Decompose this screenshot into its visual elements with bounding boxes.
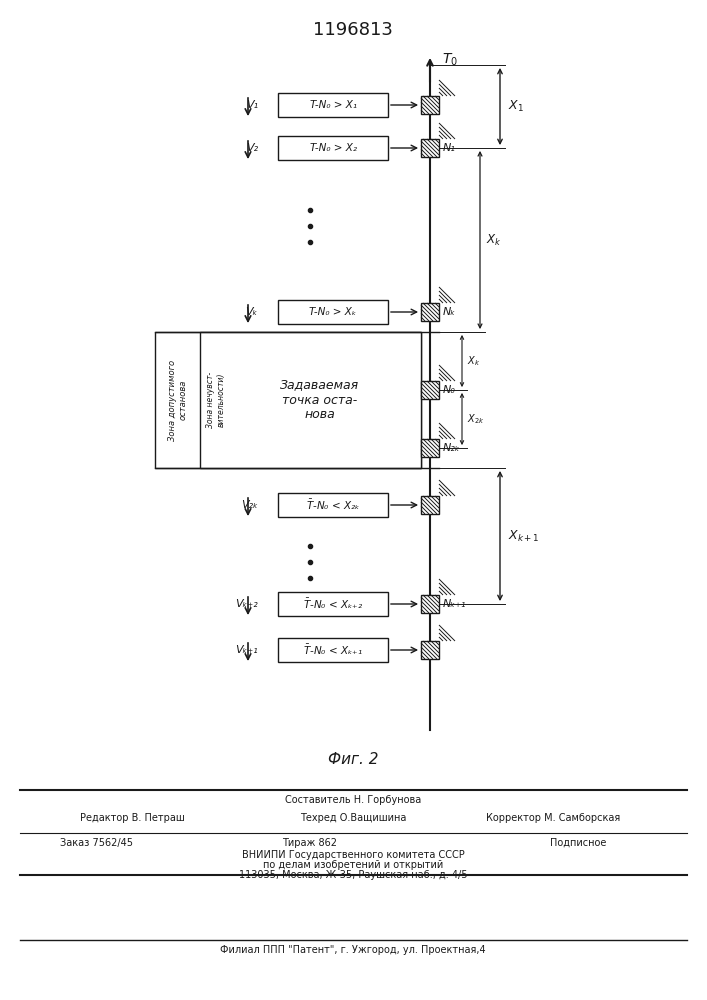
Text: по делам изобретений и открытий: по делам изобретений и открытий bbox=[263, 860, 443, 870]
Bar bbox=[421, 96, 439, 114]
Text: ВНИИПИ Государственного комитета СССР: ВНИИПИ Государственного комитета СССР bbox=[242, 850, 464, 860]
Bar bbox=[278, 493, 388, 517]
Text: Vₖ: Vₖ bbox=[245, 307, 258, 317]
Text: T-N₀ > Xₖ: T-N₀ > Xₖ bbox=[310, 307, 356, 317]
Bar bbox=[155, 332, 421, 468]
Text: Зона нечувст-
вительности): Зона нечувст- вительности) bbox=[206, 372, 226, 428]
Text: Зона допустимого
останова: Зона допустимого останова bbox=[168, 359, 187, 441]
Bar bbox=[421, 641, 439, 659]
Text: Vₖ₊₁: Vₖ₊₁ bbox=[235, 645, 258, 655]
Text: T-N₀ > X₁: T-N₀ > X₁ bbox=[310, 100, 356, 110]
Text: $\bar{T}$-N₀ < Xₖ₊₂: $\bar{T}$-N₀ < Xₖ₊₂ bbox=[303, 597, 363, 611]
Text: Nₖ₊₁: Nₖ₊₁ bbox=[443, 599, 467, 609]
Text: Техред О.Ващишина: Техред О.Ващишина bbox=[300, 813, 407, 823]
Text: Филиал ППП "Патент", г. Ужгород, ул. Проектная,4: Филиал ППП "Патент", г. Ужгород, ул. Про… bbox=[220, 945, 486, 955]
Bar bbox=[421, 496, 439, 514]
Text: $\bar{T}$-N₀ < X₂ₖ: $\bar{T}$-N₀ < X₂ₖ bbox=[306, 498, 360, 512]
Text: 1196813: 1196813 bbox=[313, 21, 393, 39]
Bar bbox=[421, 439, 439, 457]
Bar bbox=[421, 381, 439, 399]
Text: Подписное: Подписное bbox=[550, 838, 607, 848]
Bar bbox=[421, 96, 439, 114]
Text: $X_1$: $X_1$ bbox=[508, 99, 524, 114]
Text: Тираж 862: Тираж 862 bbox=[283, 838, 337, 848]
Text: Задаваемая
точка оста-
нова: Задаваемая точка оста- нова bbox=[281, 378, 360, 422]
Bar bbox=[421, 439, 439, 457]
Bar bbox=[278, 300, 388, 324]
Bar bbox=[278, 136, 388, 160]
Text: V₂ₖ: V₂ₖ bbox=[241, 500, 258, 510]
Text: Заказ 7562/45: Заказ 7562/45 bbox=[60, 838, 133, 848]
Text: T-N₀ > X₂: T-N₀ > X₂ bbox=[310, 143, 356, 153]
Text: N₀: N₀ bbox=[443, 385, 456, 395]
Text: Составитель Н. Горбунова: Составитель Н. Горбунова bbox=[285, 795, 421, 805]
Bar bbox=[421, 496, 439, 514]
Text: $X_{2k}$: $X_{2k}$ bbox=[467, 412, 484, 426]
Bar bbox=[278, 638, 388, 662]
Text: V₁: V₁ bbox=[246, 100, 258, 110]
Text: Nₖ: Nₖ bbox=[443, 307, 456, 317]
Text: $\bar{T}$-N₀ < Xₖ₊₁: $\bar{T}$-N₀ < Xₖ₊₁ bbox=[303, 643, 363, 657]
Text: $X_k$: $X_k$ bbox=[467, 354, 480, 368]
Bar bbox=[278, 592, 388, 616]
Bar bbox=[421, 595, 439, 613]
Bar bbox=[421, 595, 439, 613]
Text: V₂: V₂ bbox=[246, 143, 258, 153]
Bar bbox=[421, 303, 439, 321]
Text: Корректор М. Самборская: Корректор М. Самборская bbox=[486, 813, 620, 823]
Bar bbox=[421, 139, 439, 157]
Text: Фиг. 2: Фиг. 2 bbox=[328, 752, 378, 768]
Text: N₁: N₁ bbox=[443, 143, 456, 153]
Text: Редактор В. Петраш: Редактор В. Петраш bbox=[80, 813, 185, 823]
Text: $X_{k+1}$: $X_{k+1}$ bbox=[508, 528, 539, 544]
Text: $T_0$: $T_0$ bbox=[442, 52, 458, 68]
Bar bbox=[421, 641, 439, 659]
Text: $X_k$: $X_k$ bbox=[486, 232, 501, 248]
Bar bbox=[278, 93, 388, 117]
Bar bbox=[200, 332, 421, 468]
Text: N₂ₖ: N₂ₖ bbox=[443, 443, 461, 453]
Text: 113035, Москва, Ж-35, Раушская наб., д. 4/5: 113035, Москва, Ж-35, Раушская наб., д. … bbox=[239, 870, 467, 880]
Bar bbox=[421, 303, 439, 321]
Bar bbox=[421, 139, 439, 157]
Bar bbox=[421, 381, 439, 399]
Text: Vₖ₊₂: Vₖ₊₂ bbox=[235, 599, 258, 609]
